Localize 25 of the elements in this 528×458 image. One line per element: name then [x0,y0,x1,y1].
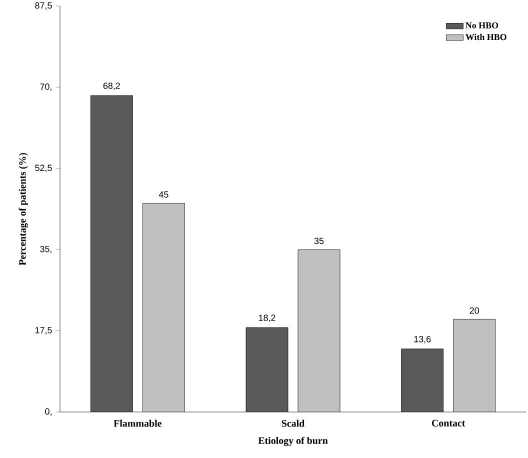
x-axis-title: Etiology of burn [258,436,328,446]
bar [298,250,340,412]
bar [142,203,185,412]
data-label: 45 [158,191,168,198]
y-tick-label: 87,5 [35,2,52,10]
y-axis-title: Percentage of patients (%) [18,152,28,266]
y-tick-label: 70, [40,83,52,91]
data-label: 35 [314,238,324,244]
x-tick-label: Scald [282,420,305,427]
y-tick-label: 17,5 [35,327,52,334]
y-tick-label: 52,5 [35,164,52,172]
y-tick-label: 0, [45,408,52,416]
x-tick-label: Flammable [114,420,162,427]
bar [401,348,444,412]
x-tick-label: Contact [432,420,466,426]
y-tick-label: 35, [40,246,52,254]
legend-label: No HBO [466,22,498,28]
bar [90,96,133,412]
bar [246,328,288,412]
bar [453,319,496,412]
data-label: 20 [470,307,479,314]
data-label: 13,6 [414,336,431,344]
legend-label: With HBO [466,34,506,40]
data-label: 68,2 [103,82,120,90]
data-label: 18,2 [258,314,276,322]
